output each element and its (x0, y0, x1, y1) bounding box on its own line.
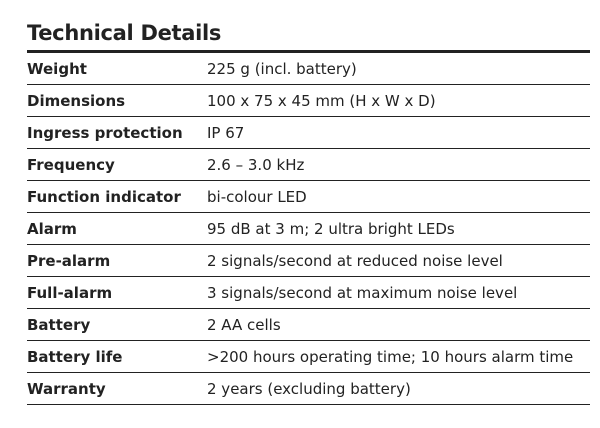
details: Technical Details Weight 225 g (incl. bat… (27, 18, 590, 405)
spec-row: Weight 225 g (incl. battery) (27, 53, 590, 85)
spec-row: Frequency 2.6 – 3.0 kHz (27, 148, 590, 181)
spec-value: 2 years (excluding battery) (207, 372, 590, 405)
spec-label: Weight (27, 53, 207, 85)
spec-value: 2 AA cells (207, 308, 590, 341)
spec-label: Pre-alarm (27, 244, 207, 277)
title: Technical Details (27, 18, 590, 53)
spec-row: Dimensions 100 x 75 x 45 mm (H x W x D) (27, 84, 590, 117)
spec-label: Ingress protection (27, 116, 207, 149)
spec-value: 225 g (incl. battery) (207, 53, 590, 85)
spec-value: bi-colour LED (207, 180, 590, 213)
spec-label: Frequency (27, 148, 207, 181)
spec-value: >200 hours operating time; 10 hours alar… (207, 340, 590, 373)
spec-value: 95 dB at 3 m; 2 ultra bright LEDs (207, 212, 590, 245)
spec-value: 2.6 – 3.0 kHz (207, 148, 590, 181)
spec-label: Battery (27, 308, 207, 341)
spec-row: Ingress protection IP 67 (27, 116, 590, 149)
spec-value: 2 signals/second at reduced noise level (207, 244, 590, 277)
spec-row: Alarm 95 dB at 3 m; 2 ultra bright LEDs (27, 212, 590, 245)
spec-value: 3 signals/second at maximum noise level (207, 276, 590, 309)
spec-value: 100 x 75 x 45 mm (H x W x D) (207, 84, 590, 117)
spec-label: Battery life (27, 340, 207, 373)
spec-row: Pre-alarm 2 signals/second at reduced noi… (27, 244, 590, 277)
spec-row: Function indicator bi-colour LED (27, 180, 590, 213)
spec-label: Warranty (27, 372, 207, 405)
spec-label: Full-alarm (27, 276, 207, 309)
spec-label: Function indicator (27, 180, 207, 213)
spec-value: IP 67 (207, 116, 590, 149)
spec-label: Dimensions (27, 84, 207, 117)
spec-row: Warranty 2 years (excluding battery) (27, 372, 590, 405)
spec-row: Full-alarm 3 signals/second at maximum no… (27, 276, 590, 309)
spec-table: Weight 225 g (incl. battery) Dimensions 100… (27, 53, 590, 405)
spec-row: Battery life >200 hours operating time; 1… (27, 340, 590, 373)
spec-row: Battery 2 AA cells (27, 308, 590, 341)
spec-label: Alarm (27, 212, 207, 245)
